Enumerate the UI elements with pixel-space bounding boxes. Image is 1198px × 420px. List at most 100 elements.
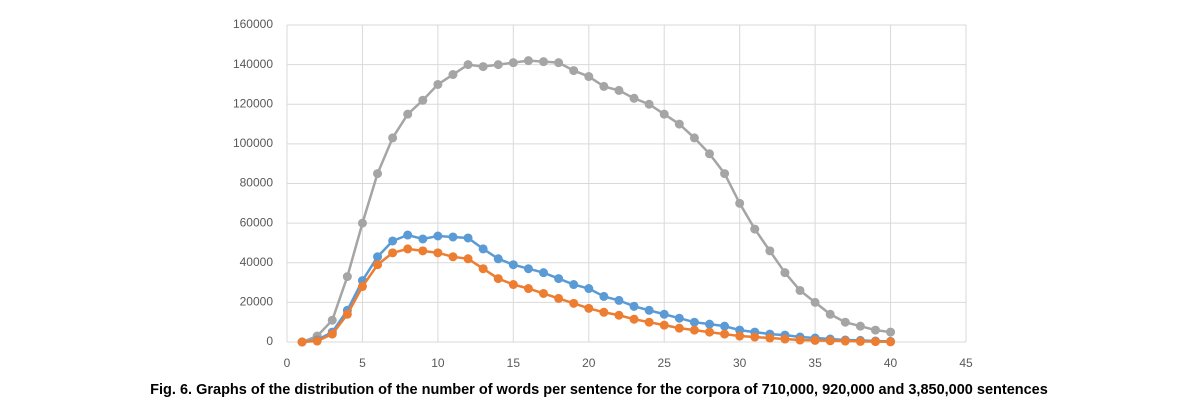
point — [870, 325, 880, 335]
point — [569, 66, 579, 76]
point — [765, 246, 775, 256]
point — [735, 331, 745, 341]
y-tick-label: 160000 — [233, 17, 273, 31]
point — [493, 60, 503, 70]
point — [704, 319, 714, 329]
point — [342, 309, 352, 319]
point — [478, 244, 488, 254]
point — [388, 248, 398, 258]
point — [780, 334, 790, 344]
point — [855, 336, 865, 346]
point — [780, 268, 790, 278]
point — [644, 317, 654, 327]
point — [388, 236, 398, 246]
point — [357, 218, 367, 228]
point — [629, 301, 639, 311]
point — [659, 320, 669, 330]
point — [478, 264, 488, 274]
y-tick-label: 100000 — [233, 136, 273, 150]
point — [584, 303, 594, 313]
point — [554, 58, 564, 68]
point — [840, 336, 850, 346]
point — [357, 282, 367, 292]
series-line — [301, 59, 891, 344]
point — [825, 309, 835, 319]
x-tick-label: 40 — [884, 356, 898, 370]
point — [870, 337, 880, 347]
point — [855, 321, 865, 331]
point — [478, 62, 488, 72]
point — [493, 274, 503, 284]
series-line — [302, 247, 891, 344]
point — [448, 232, 458, 242]
y-tick-label: 0 — [266, 334, 273, 348]
point — [388, 133, 398, 143]
point — [750, 332, 760, 342]
point — [840, 317, 850, 327]
point — [569, 298, 579, 308]
point — [674, 313, 684, 323]
point — [720, 169, 730, 179]
x-tick-label: 45 — [959, 356, 973, 370]
point — [886, 327, 896, 337]
point — [614, 310, 624, 320]
point — [433, 79, 443, 89]
point — [342, 272, 352, 282]
point — [674, 119, 684, 129]
y-tick-label: 60000 — [240, 215, 274, 229]
point — [554, 293, 564, 303]
point — [373, 260, 383, 270]
point — [659, 309, 669, 319]
point — [418, 234, 428, 244]
x-tick-label: 25 — [658, 356, 672, 370]
point — [448, 252, 458, 262]
point — [674, 323, 684, 333]
point — [418, 246, 428, 256]
point — [523, 284, 533, 294]
point — [599, 291, 609, 301]
y-tick-label: 80000 — [240, 176, 274, 190]
point — [825, 336, 835, 346]
point — [599, 307, 609, 317]
point — [327, 329, 337, 339]
point — [795, 285, 805, 295]
point — [433, 248, 443, 258]
point — [373, 169, 383, 179]
point — [810, 335, 820, 345]
y-tick-label: 140000 — [233, 57, 273, 71]
point — [403, 230, 413, 240]
x-tick-label: 10 — [431, 356, 445, 370]
point — [508, 58, 518, 68]
point — [523, 56, 533, 66]
point — [689, 317, 699, 327]
series-line — [301, 233, 891, 344]
point — [463, 60, 473, 70]
point — [689, 133, 699, 143]
caption: Fig. 6. Graphs of the distribution of th… — [150, 382, 1048, 398]
x-tick-label: 15 — [507, 356, 521, 370]
point — [810, 297, 820, 307]
point — [554, 274, 564, 284]
point — [614, 85, 624, 95]
point — [614, 295, 624, 305]
point — [629, 93, 639, 103]
point — [886, 337, 896, 347]
point — [463, 233, 473, 243]
point — [795, 335, 805, 345]
point — [539, 57, 549, 67]
x-tick-label: 20 — [582, 356, 596, 370]
point — [523, 264, 533, 274]
point — [644, 305, 654, 315]
point — [720, 329, 730, 339]
point — [403, 109, 413, 119]
point — [493, 254, 503, 264]
x-tick-label: 0 — [284, 356, 291, 370]
x-tick-label: 35 — [808, 356, 822, 370]
point — [508, 280, 518, 290]
point — [433, 231, 443, 241]
point — [659, 109, 669, 119]
point — [297, 337, 307, 347]
point — [448, 70, 458, 80]
point — [373, 252, 383, 262]
